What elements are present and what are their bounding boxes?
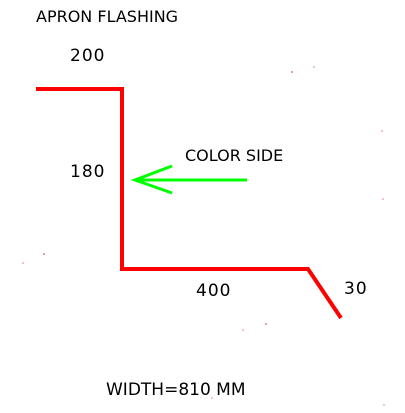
total-width-label: WIDTH=810 MM [106, 380, 246, 400]
color-side-arrow-head [130, 164, 173, 195]
diagram-title: APRON FLASHING [36, 7, 179, 26]
dimension-hem: 30 [344, 279, 368, 299]
dimension-vertical: 180 [70, 162, 106, 182]
dimension-top: 200 [70, 46, 106, 66]
flashing-profile-line [36, 87, 343, 320]
color-side-label: COLOR SIDE [185, 146, 284, 165]
scan-speckles [22, 66, 385, 406]
dimension-bottom: 400 [196, 281, 232, 301]
